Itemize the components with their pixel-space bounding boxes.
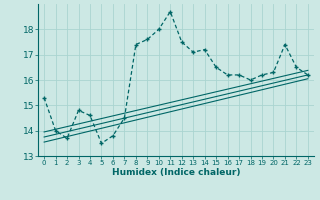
X-axis label: Humidex (Indice chaleur): Humidex (Indice chaleur) — [112, 168, 240, 177]
